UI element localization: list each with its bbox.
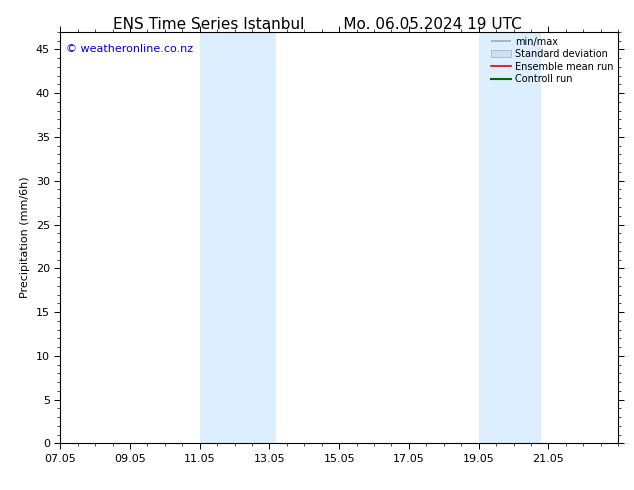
- Legend: min/max, Standard deviation, Ensemble mean run, Controll run: min/max, Standard deviation, Ensemble me…: [489, 35, 615, 86]
- Y-axis label: Precipitation (mm/6h): Precipitation (mm/6h): [20, 177, 30, 298]
- Text: ENS Time Series Istanbul        Mo. 06.05.2024 19 UTC: ENS Time Series Istanbul Mo. 06.05.2024 …: [113, 17, 521, 32]
- Bar: [479, 32, 541, 443]
- Bar: [200, 32, 276, 443]
- Text: © weatheronline.co.nz: © weatheronline.co.nz: [66, 44, 193, 54]
